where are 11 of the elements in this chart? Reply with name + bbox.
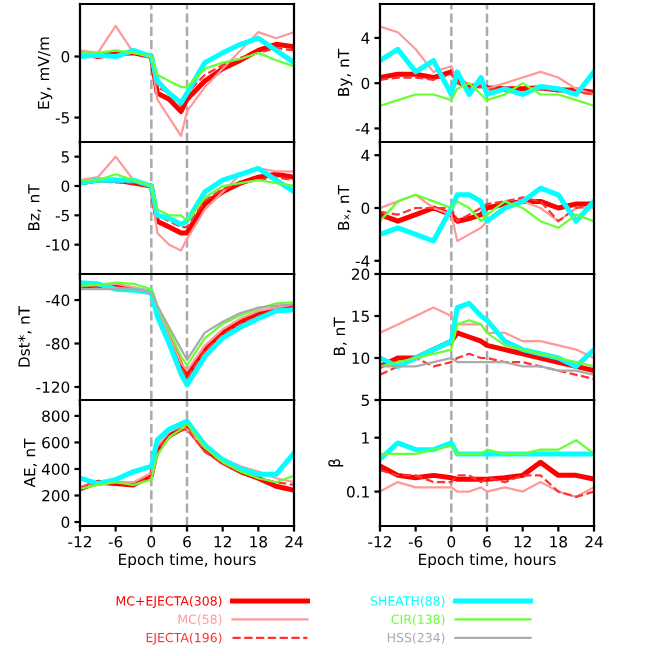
line-series [380,469,594,498]
line-series [380,439,594,456]
line-series [380,25,594,96]
line-series [80,49,294,89]
line-series [380,46,594,97]
line-series [380,185,594,244]
line-series [380,352,594,381]
line-series [380,82,594,107]
line-series [380,319,594,368]
line-series [380,306,594,360]
line-series [380,480,594,498]
